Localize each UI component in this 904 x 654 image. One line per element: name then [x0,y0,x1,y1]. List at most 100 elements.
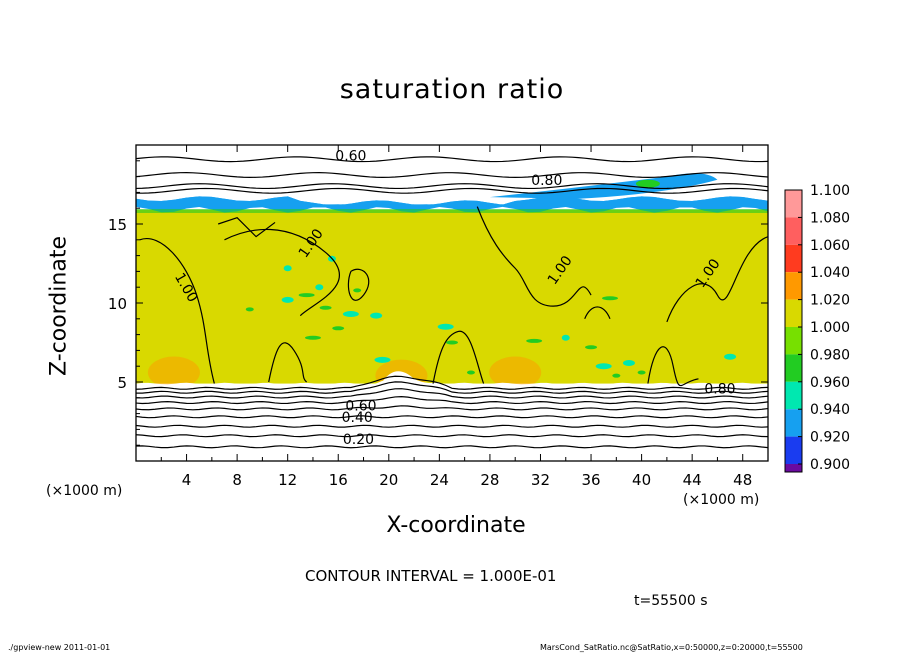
contour-line-upper [136,183,768,190]
time-label: t=55500 s [634,593,708,609]
colorbar-border [784,189,803,473]
subsaturation-speck [315,284,324,291]
subsaturation-speck [332,326,345,331]
colorbar-label: 0.940 [810,402,850,418]
contour-line-upper [136,172,768,178]
subsaturation-speck [342,311,359,318]
subsaturation-speck [298,293,315,298]
colorbar-cell [785,299,802,327]
colorbar-label: 1.000 [810,320,850,336]
subsaturation-speck [526,338,543,343]
footer-program-label: ./gpview-new 2011-01-01 [8,643,111,652]
contour-label: 0.60 [335,148,366,164]
x-tick-label: 8 [232,471,242,489]
colorbar-label: 0.920 [810,430,850,446]
contour-line-lower [136,388,768,399]
x-unit-label-right: (×1000 m) [683,492,760,508]
contour-label: 0.60 [345,399,376,415]
contour-1p00-d [647,346,699,387]
subsaturation-speck [283,265,292,272]
contour-1p00-right [666,236,768,323]
contour-label: 0.80 [531,173,562,189]
contour-label: 0.20 [343,432,374,448]
x-tick-label: 32 [531,471,550,489]
chart-title: saturation ratio [339,74,565,105]
contour-line-lower [136,434,768,438]
contour-1p00-left [139,237,215,384]
subsaturation-speck [446,340,458,345]
x-tick-label: 28 [480,471,499,489]
contour-line-lower [136,381,768,394]
upper-moist-core-top [635,179,660,188]
x-axis-label: X-coordinate [386,513,526,538]
moist-layer-fringe [136,208,768,213]
dry-lower-layer [136,379,768,461]
colorbar-cell [785,190,802,218]
x-tick-label: 48 [733,471,752,489]
y-tick-label: 10 [108,295,127,313]
subsaturation-speck [585,345,598,350]
x-tick-label: 44 [683,471,702,489]
subsaturation-speck [602,296,618,301]
contour-line-upper [136,156,768,163]
contour-line-upper [136,187,768,194]
contour-1p00-g [217,216,276,238]
subsaturation-speck [622,360,635,367]
colorbar-cell [785,354,802,382]
colorbar-cell [785,436,802,464]
subsaturation-speck [637,370,646,375]
dry-bump [381,371,440,389]
contour-label: 0.80 [704,381,735,397]
colorbar-cell [785,327,802,355]
contour-interval-label: CONTOUR INTERVAL = 1.000E-01 [305,567,557,585]
subsaturation-speck [353,288,362,293]
contour-line-lower [136,424,768,428]
subsaturation-speck [370,312,383,319]
colorbar-label: 0.980 [810,347,850,363]
x-tick-label: 12 [278,471,297,489]
moist-layer-edge [136,196,768,205]
contour-1p00-e [268,342,308,383]
contour-1p00-b [476,206,592,307]
subsaturation-speck [374,356,391,363]
x-unit-label-left: (×1000 m) [46,483,123,499]
colorbar-label: 1.100 [810,183,850,199]
colorbar-cell [785,272,802,300]
supersaturation-patch [147,356,200,389]
subsaturation-speck [612,373,621,378]
subsaturation-speck [245,307,254,312]
contour-line-lower [136,405,768,411]
subsaturation-speck [281,296,294,303]
subsaturation-speck [304,335,321,340]
colorbar-cell [785,217,802,245]
contour-line-lower [136,396,768,405]
subsaturation-speck [319,305,332,310]
colorbar-label: 0.960 [810,375,850,391]
subsaturation-speck [561,334,570,341]
x-tick-label: 36 [581,471,600,489]
colorbar-label: 0.900 [810,457,850,473]
contour-1p00-a [224,228,341,317]
colorbar-cell [785,381,802,410]
colorbar: 1.100 1.080 1.060 1.040 1.020 1.000 0.980 0.960… [784,183,850,473]
colorbar-label: 1.080 [810,210,850,226]
contour-line-lower [136,415,768,419]
x-tick-label: 20 [379,471,398,489]
y-tick-label: 15 [108,216,127,234]
colorbar-label: 1.020 [810,293,850,309]
subsaturation-speck [595,363,612,370]
colorbar-label: 1.060 [810,238,850,254]
contour-line-lower [136,375,768,390]
x-tick-label: 24 [430,471,449,489]
y-tick-label: 5 [117,374,127,392]
supersaturation-patch [489,356,542,389]
subsaturation-speck [724,353,737,360]
contour-line-lower [136,445,768,449]
contour-1p00-f [347,268,370,301]
footer-source-label: MarsCond_SatRatio.nc@SatRatio,x=0:50000,… [540,643,803,652]
colorbar-under [785,464,802,472]
x-tick-label: 16 [329,471,348,489]
plot-area: 0.600.801.001.00 1.001.000.800.600.400.20 [136,145,768,461]
